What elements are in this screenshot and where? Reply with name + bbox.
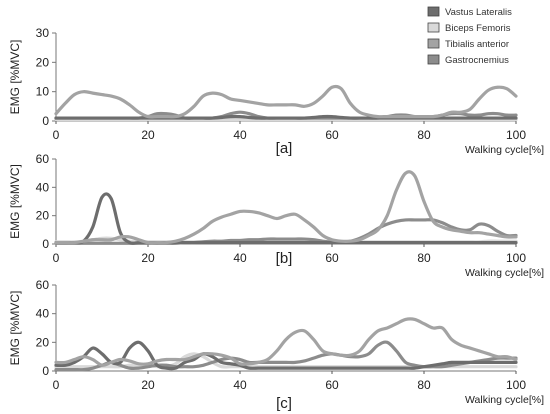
x-tick-label: 20 (141, 128, 155, 142)
y-tick-label: 60 (36, 152, 50, 166)
x-tick-label: 0 (53, 128, 60, 142)
y-tick-label: 40 (36, 307, 50, 321)
x-tick-label: 0 (53, 378, 60, 392)
panel-b: 0 20 40 60 0 20 40 60 80 100 EMG [%MVC] Walking cyc… (8, 152, 544, 279)
series-line-tibialis-anterior (54, 317, 518, 367)
y-tick-label: 0 (42, 114, 49, 128)
x-tick-label: 100 (506, 378, 526, 392)
y-tick-label: 10 (36, 85, 50, 99)
legend-label-vastus-lateralis: Vastus Lateralis (445, 7, 512, 18)
x-tick-label: 0 (53, 251, 60, 265)
y-axis-label: EMG [%MVC] (8, 40, 22, 115)
x-axis-label: Walking cycle[%] (465, 394, 544, 406)
x-axis-label: Walking cycle[%] (465, 267, 544, 279)
y-tick-label: 60 (36, 278, 50, 292)
series-line-vastus-lateralis (54, 192, 518, 245)
y-axis-label: EMG [%MVC] (8, 291, 22, 366)
x-tick-label: 80 (417, 251, 431, 265)
y-tick-label: 0 (42, 364, 49, 378)
legend-swatch-tibialis-anterior (427, 38, 440, 49)
series-line-tibialis-anterior (54, 170, 518, 245)
series-line-vastus-lateralis (54, 114, 518, 120)
x-tick-label: 40 (233, 128, 247, 142)
panel-label: [a] (276, 140, 293, 157)
x-tick-label: 20 (141, 378, 155, 392)
x-tick-label: 60 (325, 128, 339, 142)
legend-swatch-vastus-lateralis (427, 6, 440, 17)
series-line-tibialis-anterior (54, 84, 518, 119)
legend-label-biceps-femoris: Biceps Femoris (445, 23, 511, 34)
x-axis-label: Walking cycle[%] (465, 144, 544, 156)
y-tick-label: 20 (36, 55, 50, 69)
legend-label-gastrocnemius: Gastrocnemius (445, 55, 509, 66)
x-tick-label: 20 (141, 251, 155, 265)
series-line-gastrocnemius (54, 340, 518, 372)
panel-a: 0 10 20 30 0 20 40 60 80 100 EMG [%MVC] Walking cyc… (8, 26, 544, 157)
x-tick-label: 80 (417, 128, 431, 142)
series-line-vastus-lateralis (54, 340, 518, 371)
y-tick-label: 40 (36, 180, 50, 194)
x-tick-label: 60 (325, 378, 339, 392)
legend-label-tibialis-anterior: Tibialis anterior (445, 39, 509, 50)
y-tick-label: 30 (36, 26, 50, 40)
y-tick-label: 20 (36, 209, 50, 223)
x-tick-label: 100 (506, 251, 526, 265)
y-tick-label: 0 (42, 237, 49, 251)
legend: Vastus Lateralis Biceps Femoris Tibialis a… (427, 6, 512, 66)
x-tick-label: 100 (506, 128, 526, 142)
y-axis-label: EMG [%MVC] (8, 164, 22, 239)
legend-swatch-gastrocnemius (427, 54, 440, 65)
x-tick-label: 40 (233, 251, 247, 265)
x-tick-label: 40 (233, 378, 247, 392)
y-tick-label: 20 (36, 335, 50, 349)
legend-swatch-biceps-femoris (427, 22, 440, 33)
panel-label: [b] (276, 250, 293, 267)
panel-label: [c] (276, 395, 292, 412)
panel-c: 0 20 40 60 0 20 40 60 80 100 EMG [%MVC] Walking cyc… (8, 278, 544, 412)
x-tick-label: 80 (417, 378, 431, 392)
x-tick-label: 60 (325, 251, 339, 265)
